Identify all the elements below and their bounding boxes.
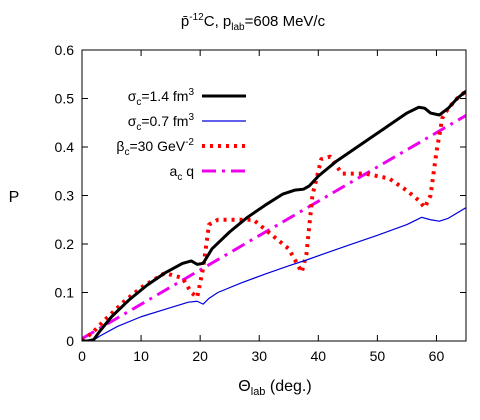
legend-label-3-sym: a <box>170 163 178 179</box>
y-tick-label: 0.5 <box>55 91 75 107</box>
legend-label-0-sup: 3 <box>188 87 194 98</box>
series-line-3 <box>82 114 466 340</box>
x-tick-label: 60 <box>429 348 445 364</box>
x-tick-label: 50 <box>370 348 386 364</box>
x-tick-label: 20 <box>192 348 208 364</box>
y-axis-label: P <box>9 189 20 206</box>
legend-label-3: ac q <box>170 163 194 183</box>
axes-layer: 0 10 20 30 40 50 60 0 0.1 0.2 0.3 0.4 0.5 0.6 <box>55 42 467 364</box>
legend-label-0-sym: σ <box>128 88 137 104</box>
title-sup: -12 <box>189 12 204 23</box>
legend-label-1-sub: c <box>136 122 141 133</box>
x-tick-label: 10 <box>133 348 149 364</box>
legend-label-2-sub: c <box>124 147 129 158</box>
legend-label-2-sup: -2 <box>185 137 194 148</box>
series-line-0 <box>82 90 466 341</box>
x-axis-label-sub: lab <box>251 386 266 398</box>
legend-label-3-sub: c <box>177 172 182 183</box>
legend-label-2-sym: β <box>116 138 124 154</box>
x-axis-label-main: Θ <box>238 378 250 395</box>
y-tick-label: 0.1 <box>55 285 75 301</box>
legend-label-1: σc=0.7 fm3 <box>128 112 195 133</box>
y-tick-label: 0.4 <box>55 139 75 155</box>
legend-label-0-mid: =1.4 fm <box>141 88 188 104</box>
y-tick-label: 0.3 <box>55 188 75 204</box>
title-c: C, p <box>204 13 232 30</box>
chart-title: p̄-12C, plab=608 MeV/c <box>181 12 326 33</box>
legend-label-0: σc=1.4 fm3 <box>128 87 195 108</box>
series-line-2 <box>82 89 466 341</box>
legend-label-1-mid: =0.7 fm <box>141 113 188 129</box>
x-axis-label: Θlab (deg.) <box>238 378 311 398</box>
x-tick-label: 40 <box>311 348 327 364</box>
legend-label-1-sym: σ <box>128 113 137 129</box>
y-tick-label: 0.6 <box>55 42 75 58</box>
legend-label-0-sub: c <box>136 97 141 108</box>
y-tick-label: 0.2 <box>55 236 75 252</box>
x-axis-label-rest: (deg.) <box>265 378 311 395</box>
title-sub: lab <box>231 22 245 33</box>
x-tick-label: 30 <box>251 348 267 364</box>
legend-label-2: βc=30 GeV-2 <box>116 137 194 158</box>
x-tick-label: 0 <box>78 348 86 364</box>
series-line-1 <box>82 207 466 341</box>
title-p: p <box>181 13 189 30</box>
legend-label-2-mid: =30 GeV <box>129 138 185 154</box>
legend-label-1-sup: 3 <box>188 112 194 123</box>
title-rest: =608 MeV/c <box>245 13 326 30</box>
series-layer <box>82 89 466 341</box>
plot-frame <box>81 49 467 342</box>
y-tick-label: 0 <box>66 333 74 349</box>
legend-label-3-mid: q <box>182 163 194 179</box>
